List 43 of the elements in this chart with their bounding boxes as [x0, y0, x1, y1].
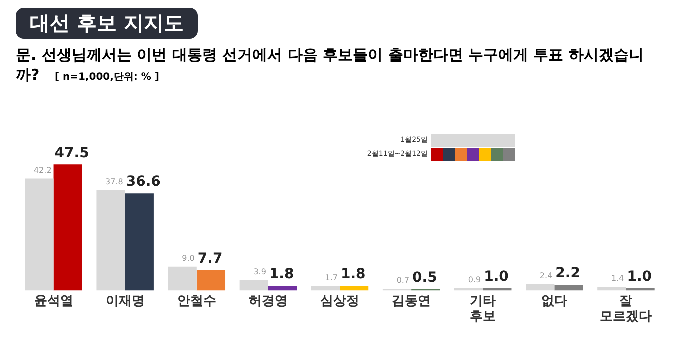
bar: [268, 286, 298, 291]
x-tick-label: 안철수: [177, 294, 216, 309]
x-tick-label: 허경영: [248, 294, 288, 309]
x-tick-label: 이재명: [106, 294, 145, 309]
bar: [168, 266, 197, 291]
data-label: 42.2: [34, 166, 52, 175]
data-label: 47.5: [54, 145, 90, 162]
bar: [626, 288, 655, 291]
data-label: 1.7: [325, 273, 338, 282]
bar: [96, 190, 126, 291]
bar: [54, 164, 82, 291]
x-tick-label: 기타 후보: [470, 294, 496, 325]
data-label: 9.0: [182, 254, 195, 263]
data-label: 0.9: [468, 275, 482, 284]
data-label: 1.8: [341, 266, 366, 283]
data-label: 0.7: [396, 276, 410, 286]
bar: [25, 178, 54, 291]
bar: [526, 284, 555, 291]
bar: [598, 287, 626, 291]
x-tick-label: 김동연: [392, 294, 432, 309]
data-label: 1.0: [627, 268, 652, 285]
bar: [340, 286, 369, 291]
bar: [196, 270, 226, 291]
data-label: 1.4: [611, 274, 624, 284]
x-tick-label: 윤석열: [34, 294, 74, 309]
data-label: 2.2: [556, 266, 580, 282]
bar: [483, 288, 512, 291]
chart-title: 대선 후보 지지도: [16, 8, 198, 39]
bar: [554, 284, 584, 291]
x-tick-label: 심상정: [320, 294, 360, 309]
data-label: 1.0: [484, 268, 510, 285]
x-tick-label: 없다: [542, 294, 568, 309]
data-label: 37.8: [106, 177, 124, 186]
data-label: 0.5: [412, 270, 438, 286]
data-label: 2.4: [540, 272, 553, 281]
data-label: 3.9: [254, 268, 266, 277]
bar: [240, 280, 268, 291]
text: [ n=1,000,단위: % ]: [54, 72, 160, 83]
data-label: 7.7: [198, 250, 223, 267]
data-label: 36.6: [126, 174, 161, 190]
x-tick-label: 잘 모르겠다: [600, 294, 652, 325]
bar: [125, 194, 154, 291]
data-label: 1.8: [269, 266, 294, 283]
